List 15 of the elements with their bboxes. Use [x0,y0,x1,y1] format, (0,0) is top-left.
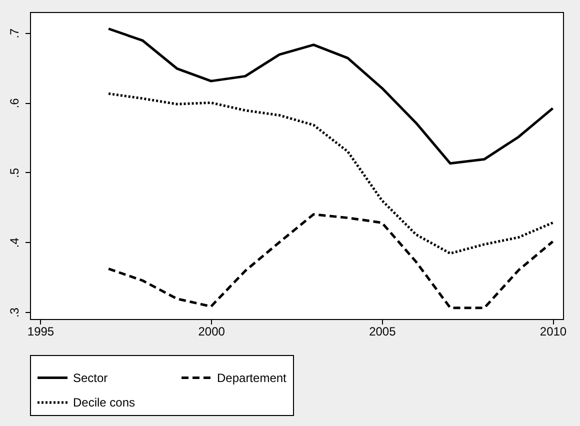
y-tick-label: .3 [8,307,22,318]
x-tick-label: 2000 [198,324,226,338]
legend-label: Sector [73,370,108,385]
y-tick-label: .7 [8,28,22,38]
legend-label: Departement [217,370,288,385]
legend-label: Decile cons [73,396,136,410]
x-tick-label: 1995 [27,324,54,338]
y-tick-label: .5 [8,168,22,178]
x-tick-label: 2010 [540,324,567,338]
line-series [107,92,554,255]
line-series [107,27,554,165]
x-tick-label: 2005 [369,324,396,338]
y-tick-label: .4 [8,237,22,248]
y-tick-label: .6 [8,98,22,108]
line-series [107,213,554,310]
